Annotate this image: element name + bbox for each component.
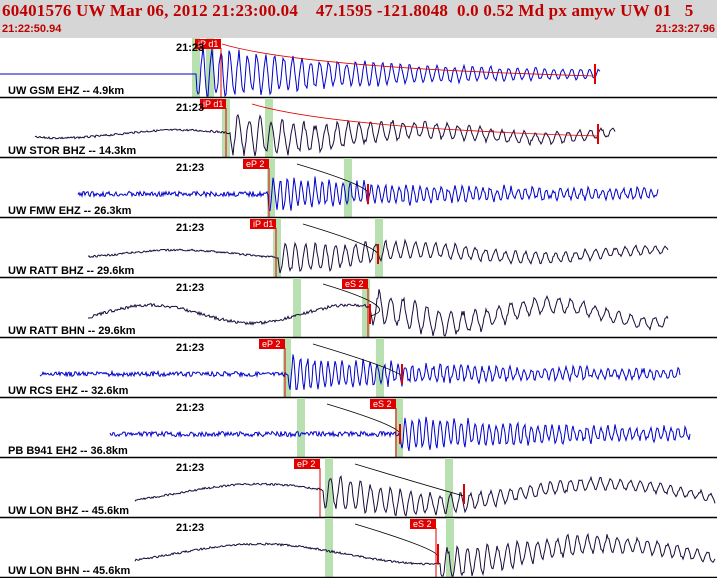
- coda-duration-curve: [354, 463, 465, 497]
- pick-label: iP d1: [203, 99, 223, 109]
- seismogram-trace: [77, 176, 659, 212]
- pick-label: eP 2: [262, 339, 280, 349]
- seismogram-trace: [134, 532, 716, 577]
- pick-label-box: [259, 339, 285, 349]
- station-label: UW LON BHZ -- 45.6km: [8, 505, 129, 517]
- pick-window-p: [325, 518, 333, 578]
- station-label: UW RCS EHZ -- 32.6km: [8, 385, 129, 397]
- station-label: UW LON BHN -- 45.6km: [8, 565, 130, 577]
- station-label: UW RATT BHN -- 29.6km: [8, 325, 136, 337]
- station-label: PB B941 EH2 -- 36.8km: [8, 445, 128, 457]
- panel-time-label: 21:23: [176, 42, 204, 54]
- pick-window-s: [445, 458, 453, 518]
- seismogram-trace: [39, 354, 681, 390]
- pick-label-box: [243, 159, 269, 169]
- seismogram-trace: [134, 475, 716, 517]
- station-label: UW GSM EHZ -- 4.9km: [8, 85, 124, 97]
- pick-label-box: [195, 39, 221, 49]
- seismogram-panels: iP d1 21:23 UW GSM EHZ -- 4.9km iP d1 21:23 U…: [0, 38, 717, 578]
- pick-label-box: [200, 99, 226, 109]
- pick-label-box: [294, 459, 320, 469]
- coda-duration-curve: [312, 343, 403, 377]
- pick-label: eS 2: [373, 399, 392, 409]
- pick-label-box: [410, 519, 436, 529]
- coda-duration-curve: [322, 283, 381, 317]
- pick-window-s: [265, 98, 273, 158]
- pick-window-s: [344, 158, 352, 218]
- pick-label: iP d1: [198, 39, 218, 49]
- panel-time-label: 21:23: [176, 342, 204, 354]
- pick-label-box: [250, 219, 276, 229]
- panel-time-label: 21:23: [176, 462, 204, 474]
- panel-time-label: 21:23: [176, 522, 204, 534]
- time-start-label: 21:22:50.94: [2, 23, 62, 35]
- panel-time-label: 21:23: [176, 282, 204, 294]
- time-end-label: 21:23:27.96: [655, 23, 715, 35]
- pick-label: eS 2: [413, 519, 432, 529]
- panel-time-label: 21:23: [176, 222, 204, 234]
- panel-time-label: 21:23: [176, 402, 204, 414]
- pick-window-p: [273, 218, 281, 278]
- pick-label-box: [342, 279, 368, 289]
- coda-duration-curve: [221, 43, 596, 77]
- pick-window-p: [297, 398, 305, 458]
- pick-label: iP d1: [253, 219, 273, 229]
- pick-window-p: [293, 278, 301, 338]
- seismogram-trace: [34, 113, 616, 157]
- pick-window-p: [267, 158, 275, 218]
- panel-time-label: 21:23: [176, 102, 204, 114]
- seismogram-trace: [0, 45, 601, 98]
- panel-time-label: 21:23: [176, 162, 204, 174]
- coda-duration-curve: [251, 103, 599, 137]
- pick-window-s: [362, 278, 370, 338]
- event-title: 60401576 UW Mar 06, 2012 21:23:00.04 47.…: [2, 1, 694, 20]
- pick-label: eS 2: [345, 279, 364, 289]
- pick-label-box: [370, 399, 396, 409]
- pick-label: eP 2: [246, 159, 264, 169]
- pick-window-p: [283, 338, 291, 398]
- event-header: 60401576 UW Mar 06, 2012 21:23:00.04 47.…: [0, 0, 717, 38]
- coda-duration-curve: [354, 523, 439, 557]
- pick-label: eP 2: [297, 459, 315, 469]
- station-label: UW FMW EHZ -- 26.3km: [8, 205, 132, 217]
- seismogram-trace: [88, 289, 669, 337]
- pick-window-p: [192, 38, 200, 98]
- station-label: UW RATT BHZ -- 29.6km: [8, 265, 135, 277]
- pick-window-p: [325, 458, 333, 518]
- station-label: UW STOR BHZ -- 14.3km: [8, 145, 136, 157]
- pick-window-s: [446, 518, 454, 578]
- pick-window-s: [376, 338, 384, 398]
